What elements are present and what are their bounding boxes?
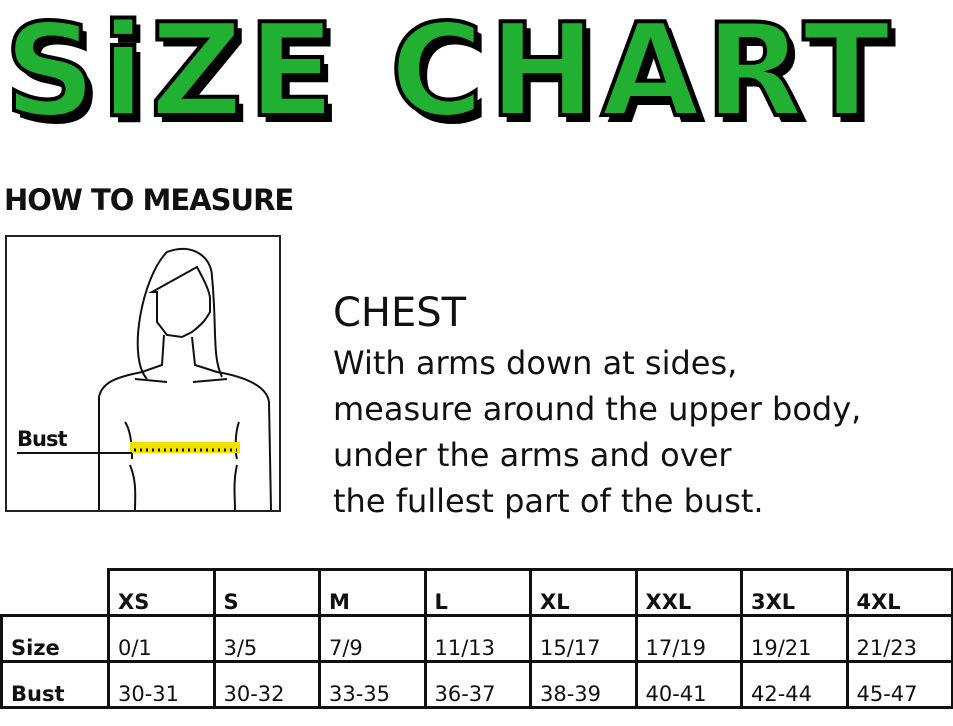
size-chart-title: SiZE CHART bbox=[2, 0, 896, 146]
column-header: XS bbox=[107, 568, 216, 617]
table-cell: 40-41 bbox=[634, 660, 743, 709]
chest-instructions: With arms down at sides, measure around … bbox=[333, 344, 862, 520]
table-cell: 3/5 bbox=[212, 614, 321, 663]
chest-heading: CHEST bbox=[333, 290, 467, 336]
table-cell: 15/17 bbox=[529, 614, 638, 663]
column-header: XXL bbox=[634, 568, 743, 617]
column-header: S bbox=[212, 568, 321, 617]
table-cell: 21/23 bbox=[845, 614, 953, 663]
woman-outline-illustration bbox=[17, 247, 272, 511]
how-to-measure-heading: HOW TO MEASURE bbox=[4, 183, 294, 217]
table-cell: 17/19 bbox=[634, 614, 743, 663]
bust-label: Bust bbox=[17, 427, 67, 451]
table-header-row: XS S M L XL XXL 3XL 4XL bbox=[2, 568, 953, 617]
size-table: XS S M L XL XXL 3XL 4XL Size 0/1 3/5 7/9… bbox=[0, 568, 953, 709]
row-header: Size bbox=[0, 614, 110, 663]
table-cell: 38-39 bbox=[529, 660, 638, 709]
table-row: Bust 30-31 30-32 33-35 36-37 38-39 40-41… bbox=[0, 660, 953, 709]
table-cell: 30-31 bbox=[107, 660, 216, 709]
table-cell: 19/21 bbox=[740, 614, 849, 663]
column-header: 4XL bbox=[845, 568, 953, 617]
table-cell: 0/1 bbox=[107, 614, 216, 663]
row-header: Bust bbox=[0, 660, 110, 709]
column-header: L bbox=[423, 568, 532, 617]
column-header: XL bbox=[529, 568, 638, 617]
column-header: M bbox=[318, 568, 427, 617]
table-cell: 33-35 bbox=[318, 660, 427, 709]
table-row: Size 0/1 3/5 7/9 11/13 15/17 17/19 19/21… bbox=[0, 614, 953, 663]
measuring-tape-icon bbox=[130, 442, 240, 453]
table-cell: 7/9 bbox=[318, 614, 427, 663]
table-cell: 30-32 bbox=[212, 660, 321, 709]
table-cell: 36-37 bbox=[423, 660, 532, 709]
table-cell: 45-47 bbox=[845, 660, 953, 709]
column-header: 3XL bbox=[740, 568, 849, 617]
measurement-figure: Bust bbox=[5, 235, 281, 512]
table-cell: 42-44 bbox=[740, 660, 849, 709]
table-cell: 11/13 bbox=[423, 614, 532, 663]
